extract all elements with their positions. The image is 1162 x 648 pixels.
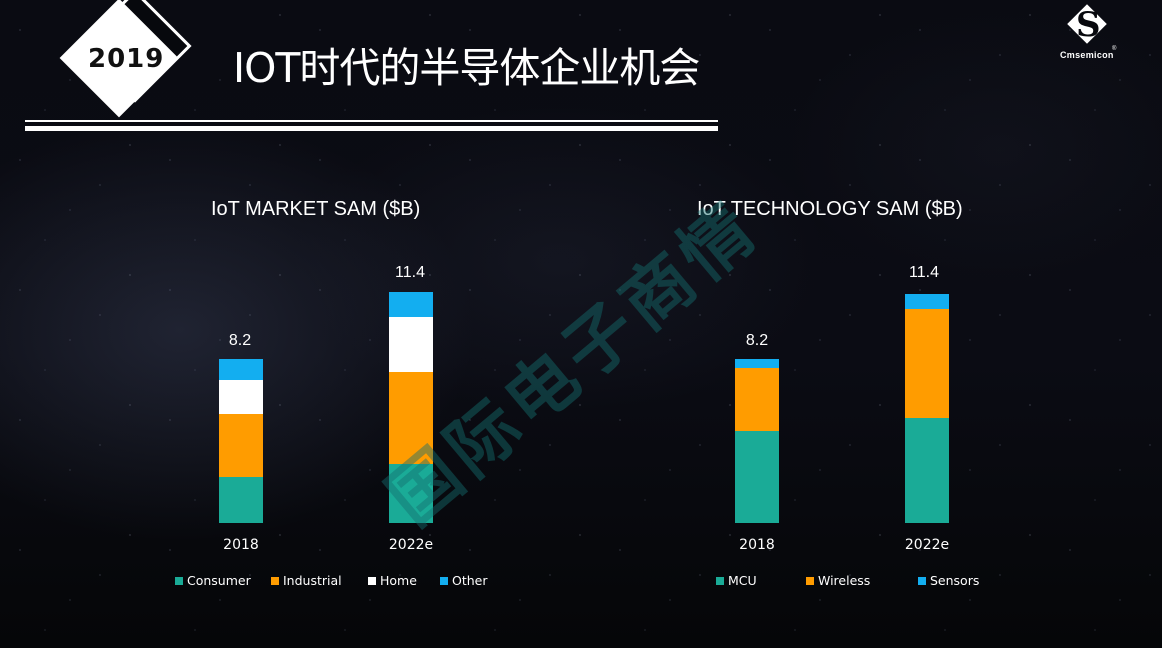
page-title: IOT时代的半导体企业机会 xyxy=(233,44,700,92)
legend-label: Other xyxy=(452,573,488,588)
segment-consumer xyxy=(219,477,263,523)
legend-swatch xyxy=(716,576,724,585)
segment-sensors xyxy=(735,359,779,368)
segment-home xyxy=(389,317,433,372)
segment-mcu xyxy=(735,431,779,523)
registered-mark: ® xyxy=(1112,46,1117,52)
segment-industrial xyxy=(389,372,433,464)
legend-swatch xyxy=(918,576,926,585)
legend-item-sensors: Sensors xyxy=(918,573,979,588)
category-label: 2018 xyxy=(739,537,775,553)
stacked-bar-2022e xyxy=(389,292,433,523)
category-label: 2022e xyxy=(388,537,434,553)
chart-legend: MCU Wireless Sensors xyxy=(716,573,979,588)
segment-industrial xyxy=(219,414,263,477)
legend-item-industrial: Industrial xyxy=(271,573,368,588)
legend-item-other: Other xyxy=(440,573,488,588)
legend-swatch xyxy=(440,576,448,585)
chart-title: IoT TECHNOLOGY SAM ($B) xyxy=(697,198,963,220)
legend-swatch xyxy=(175,576,183,585)
legend-label: Wireless xyxy=(818,573,871,588)
segment-wireless xyxy=(735,368,779,431)
legend-item-consumer: Consumer xyxy=(175,573,271,588)
bar-total-label: 11.4 xyxy=(395,264,425,281)
category-label: 2022e xyxy=(904,537,950,553)
segment-home xyxy=(219,380,263,414)
segment-mcu xyxy=(905,418,949,523)
logo-s-glyph: S xyxy=(1076,5,1101,45)
legend-item-wireless: Wireless xyxy=(806,573,918,588)
chart-title: IoT MARKET SAM ($B) xyxy=(211,198,421,220)
company-logo: S Cmsemicon ® xyxy=(1058,4,1118,62)
badge-year-text: 2019 xyxy=(88,44,165,74)
stacked-bar-2018 xyxy=(219,359,263,523)
bar-total-label: 8.2 xyxy=(228,332,252,349)
logo-text: Cmsemicon xyxy=(1060,50,1114,60)
chart-legend: Consumer Industrial Home Other xyxy=(175,573,488,588)
segment-wireless xyxy=(905,309,949,418)
bar-total-label: 11.4 xyxy=(909,264,939,281)
bar-total-label: 8.2 xyxy=(745,332,769,349)
category-label: 2018 xyxy=(223,537,259,553)
segment-other xyxy=(389,292,433,317)
segment-other xyxy=(219,359,263,380)
legend-label: Home xyxy=(380,573,417,588)
legend-item-mcu: MCU xyxy=(716,573,806,588)
title-divider-thick xyxy=(25,126,718,131)
segment-sensors xyxy=(905,294,949,309)
legend-item-home: Home xyxy=(368,573,440,588)
legend-label: MCU xyxy=(728,573,757,588)
title-divider-thin xyxy=(25,120,718,122)
legend-swatch xyxy=(806,576,814,585)
stacked-bar-2018 xyxy=(735,359,779,523)
stacked-bar-2022e xyxy=(905,294,949,523)
segment-consumer xyxy=(389,464,433,523)
legend-swatch xyxy=(368,576,376,585)
legend-label: Consumer xyxy=(187,573,251,588)
legend-swatch xyxy=(271,576,279,585)
legend-label: Sensors xyxy=(930,573,980,588)
legend-label: Industrial xyxy=(283,573,342,588)
